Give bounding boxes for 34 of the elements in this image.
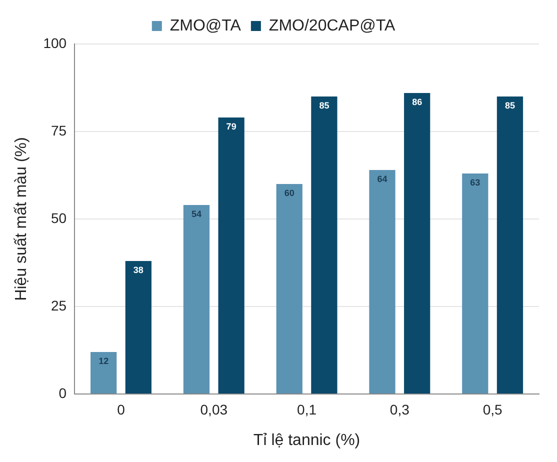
y-tick-label: 100	[43, 34, 67, 51]
data-label: 38	[133, 264, 144, 275]
data-label: 85	[319, 100, 330, 110]
data-label: 60	[284, 188, 294, 198]
data-label: 12	[98, 356, 109, 366]
x-tick-label: 0,3	[390, 401, 410, 418]
y-tick-label: 0	[58, 384, 67, 401]
bar	[218, 118, 244, 394]
bar	[311, 96, 338, 394]
data-label: 79	[226, 121, 236, 132]
data-label: 86	[412, 96, 422, 107]
x-tick-label: 0,5	[482, 401, 502, 418]
y-axis-title: Hiệu suất mất màu (%)	[13, 137, 30, 301]
data-label: 85	[504, 100, 515, 110]
bar	[462, 174, 488, 394]
bar	[125, 261, 152, 394]
x-axis-title: Tỉ lệ tannic (%)	[253, 432, 360, 449]
data-label: 54	[191, 208, 202, 219]
y-tick-label: 25	[50, 297, 67, 314]
bar	[90, 352, 117, 394]
bar	[183, 205, 210, 394]
x-tick-label: 0	[117, 401, 126, 418]
x-tick-label: 0,1	[297, 401, 317, 418]
bar	[496, 96, 524, 394]
legend-label: ZMO@TA	[170, 17, 242, 34]
data-label: 64	[377, 174, 388, 184]
bar	[404, 93, 430, 394]
bar	[369, 170, 396, 394]
bar	[276, 184, 302, 394]
x-tick-label: 0,03	[200, 401, 228, 418]
data-label: 63	[470, 177, 480, 188]
y-tick-label: 75	[50, 122, 67, 138]
y-tick-label: 50	[50, 210, 67, 226]
legend-label: ZMO/20CAP@TA	[268, 17, 396, 34]
